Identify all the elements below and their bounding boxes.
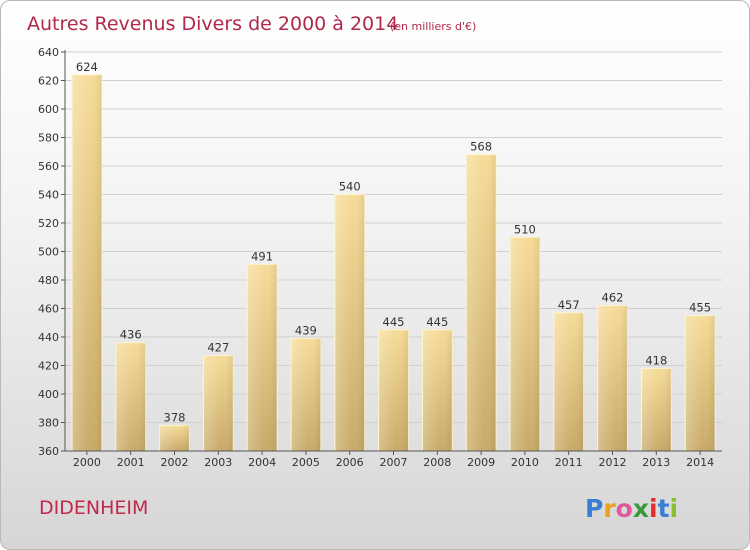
- x-tick-label: 2002: [161, 456, 189, 469]
- logo-letter: t: [658, 494, 670, 523]
- y-tick-label: 480: [38, 274, 59, 287]
- data-label: 445: [426, 315, 448, 329]
- y-tick-label: 560: [38, 160, 59, 173]
- bar-shade: [72, 74, 102, 452]
- x-tick-label: 2010: [511, 456, 539, 469]
- bars: [71, 74, 716, 452]
- y-tick-label: 380: [38, 417, 59, 430]
- data-label: 427: [207, 341, 229, 355]
- bar-2002: [159, 424, 190, 452]
- data-label: 455: [689, 301, 711, 315]
- bar-shade: [334, 194, 365, 451]
- bar-shade: [378, 329, 409, 451]
- y-tick-label: 420: [38, 360, 59, 373]
- y-tick-label: 520: [38, 217, 59, 230]
- logo-letter: P: [585, 494, 603, 523]
- bar-shade: [510, 237, 540, 451]
- bar-2000: [71, 74, 103, 452]
- bar-shade: [291, 338, 321, 451]
- data-label: 540: [339, 180, 361, 194]
- x-tick-label: 2012: [599, 456, 627, 469]
- x-tick-label: 2009: [467, 456, 495, 469]
- logo-letter: x: [633, 494, 649, 523]
- data-label: 445: [383, 315, 405, 329]
- bar-2014: [684, 315, 716, 452]
- x-tick-label: 2008: [423, 456, 451, 469]
- logo-letter: o: [616, 494, 633, 523]
- bar-2012: [597, 305, 628, 452]
- bar-shade: [466, 154, 496, 451]
- bar-2007: [378, 329, 409, 452]
- bar-2009: [465, 154, 497, 452]
- bar-shade: [247, 264, 277, 451]
- data-label: 457: [558, 298, 580, 312]
- chart-title: Autres Revenus Divers de 2000 à 2014: [27, 13, 398, 35]
- logo-letter: i: [649, 494, 658, 523]
- x-tick-label: 2006: [336, 456, 364, 469]
- bar-2006: [334, 194, 366, 452]
- logo-letter: r: [603, 494, 616, 523]
- x-tick-label: 2004: [248, 456, 276, 469]
- data-label: 462: [602, 291, 624, 305]
- data-label: 491: [251, 249, 273, 263]
- x-tick-label: 2014: [686, 456, 714, 469]
- data-label: 568: [470, 140, 492, 154]
- place-name: DIDENHEIM: [39, 497, 148, 519]
- y-tick-label: 620: [38, 75, 59, 88]
- x-tick-label: 2007: [380, 456, 408, 469]
- x-tick-label: 2011: [555, 456, 583, 469]
- x-tick-label: 2005: [292, 456, 320, 469]
- x-tick-label: 2001: [117, 456, 145, 469]
- bar-2011: [553, 312, 585, 452]
- proxiti-logo: Proxiti: [585, 494, 678, 523]
- bar-shade: [641, 368, 672, 451]
- bar-shade: [159, 425, 190, 451]
- bar-shade: [685, 315, 715, 451]
- x-tick-label: 2013: [642, 456, 670, 469]
- bar-shade: [553, 312, 584, 451]
- bar-2010: [509, 236, 541, 452]
- y-tick-label: 640: [38, 46, 59, 59]
- bar-shade: [597, 305, 628, 451]
- logo-letter: i: [670, 494, 679, 523]
- y-tick-label: 460: [38, 303, 59, 316]
- chart-subtitle: (en milliers d'€): [390, 20, 476, 33]
- bar-2004: [246, 263, 278, 452]
- data-label: 436: [120, 328, 142, 342]
- bar-shade: [422, 329, 453, 451]
- y-tick-label: 580: [38, 132, 59, 145]
- axes: 360 380 400 420 440 460 480 500 520 540 560 580 600 6…: [38, 46, 722, 469]
- bar-2003: [202, 355, 234, 452]
- bar-2001: [115, 342, 147, 452]
- y-tick-label: 360: [38, 445, 59, 458]
- y-tick-label: 500: [38, 246, 59, 259]
- y-tick-label: 400: [38, 388, 59, 401]
- x-tick-label: 2003: [204, 456, 232, 469]
- data-label: 418: [645, 353, 667, 367]
- bar-2008: [421, 329, 453, 452]
- y-tick-label: 440: [38, 331, 59, 344]
- data-label: 624: [76, 60, 98, 74]
- data-label: 439: [295, 323, 317, 337]
- bar-shade: [115, 342, 146, 451]
- x-tick-label: 2000: [73, 456, 101, 469]
- bar-2005: [290, 337, 322, 452]
- data-labels: 624 436 378 427 491 439 540 445 445 568 510 457 462 4…: [76, 60, 711, 425]
- bar-2013: [640, 367, 672, 452]
- data-label: 378: [164, 410, 186, 424]
- data-label: 510: [514, 222, 536, 236]
- y-tick-label: 600: [38, 103, 59, 116]
- y-tick-label: 540: [38, 189, 59, 202]
- bar-shade: [203, 355, 234, 451]
